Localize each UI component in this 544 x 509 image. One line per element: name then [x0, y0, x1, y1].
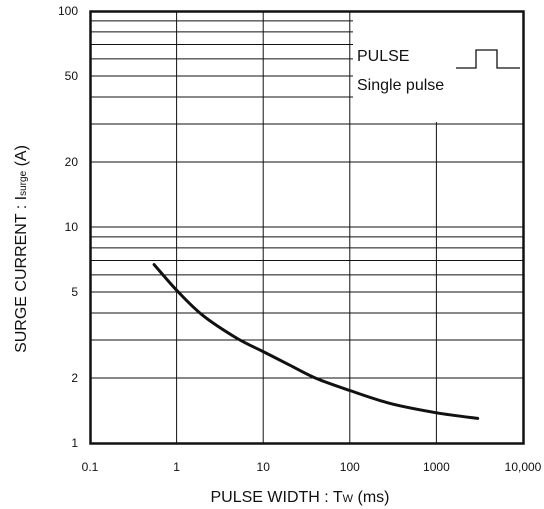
- x-axis-title-main: PULSE WIDTH : T: [211, 489, 343, 506]
- series-line-surge-current: [152, 263, 480, 420]
- y-tick-label: 1: [71, 436, 78, 450]
- y-tick-label: 5: [71, 285, 78, 299]
- tick-labels: 0.1 1 10 100 1000 10,000 1 2 5 10 20 50 100: [58, 4, 542, 474]
- y-tick-label: 10: [65, 220, 79, 234]
- x-axis-title: PULSE WIDTH : TW (ms): [211, 489, 390, 506]
- y-axis-title: SURGE CURRENT : Isurge (A): [13, 145, 30, 353]
- x-tick-label: 1000: [423, 460, 450, 474]
- legend-area: PULSE Single pulse: [353, 11, 524, 122]
- x-tick-label: 100: [340, 460, 360, 474]
- x-tick-label: 10,000: [505, 460, 542, 474]
- x-tick-label: 1: [173, 460, 180, 474]
- pulse-waveform-icon: [456, 49, 520, 69]
- x-axis-title-unit: (ms): [353, 489, 389, 506]
- y-tick-label: 100: [58, 4, 78, 18]
- x-tick-label: 10: [257, 460, 271, 474]
- legend-subtitle: Single pulse: [357, 77, 444, 94]
- legend-background: [353, 11, 524, 122]
- plot-frame: [89, 10, 525, 445]
- grid-lines: [90, 11, 523, 443]
- x-axis-title-sub: W: [343, 493, 354, 505]
- y-axis-title-main: SURGE CURRENT : I: [13, 196, 30, 353]
- x-tick-label: 0.1: [82, 460, 99, 474]
- y-tick-label: 50: [65, 69, 79, 83]
- y-tick-label: 20: [65, 155, 79, 169]
- y-axis-title-sub: surge: [18, 170, 29, 195]
- y-tick-label: 2: [71, 371, 78, 385]
- legend-title: PULSE: [357, 48, 409, 65]
- y-axis-title-unit: (A): [13, 145, 30, 171]
